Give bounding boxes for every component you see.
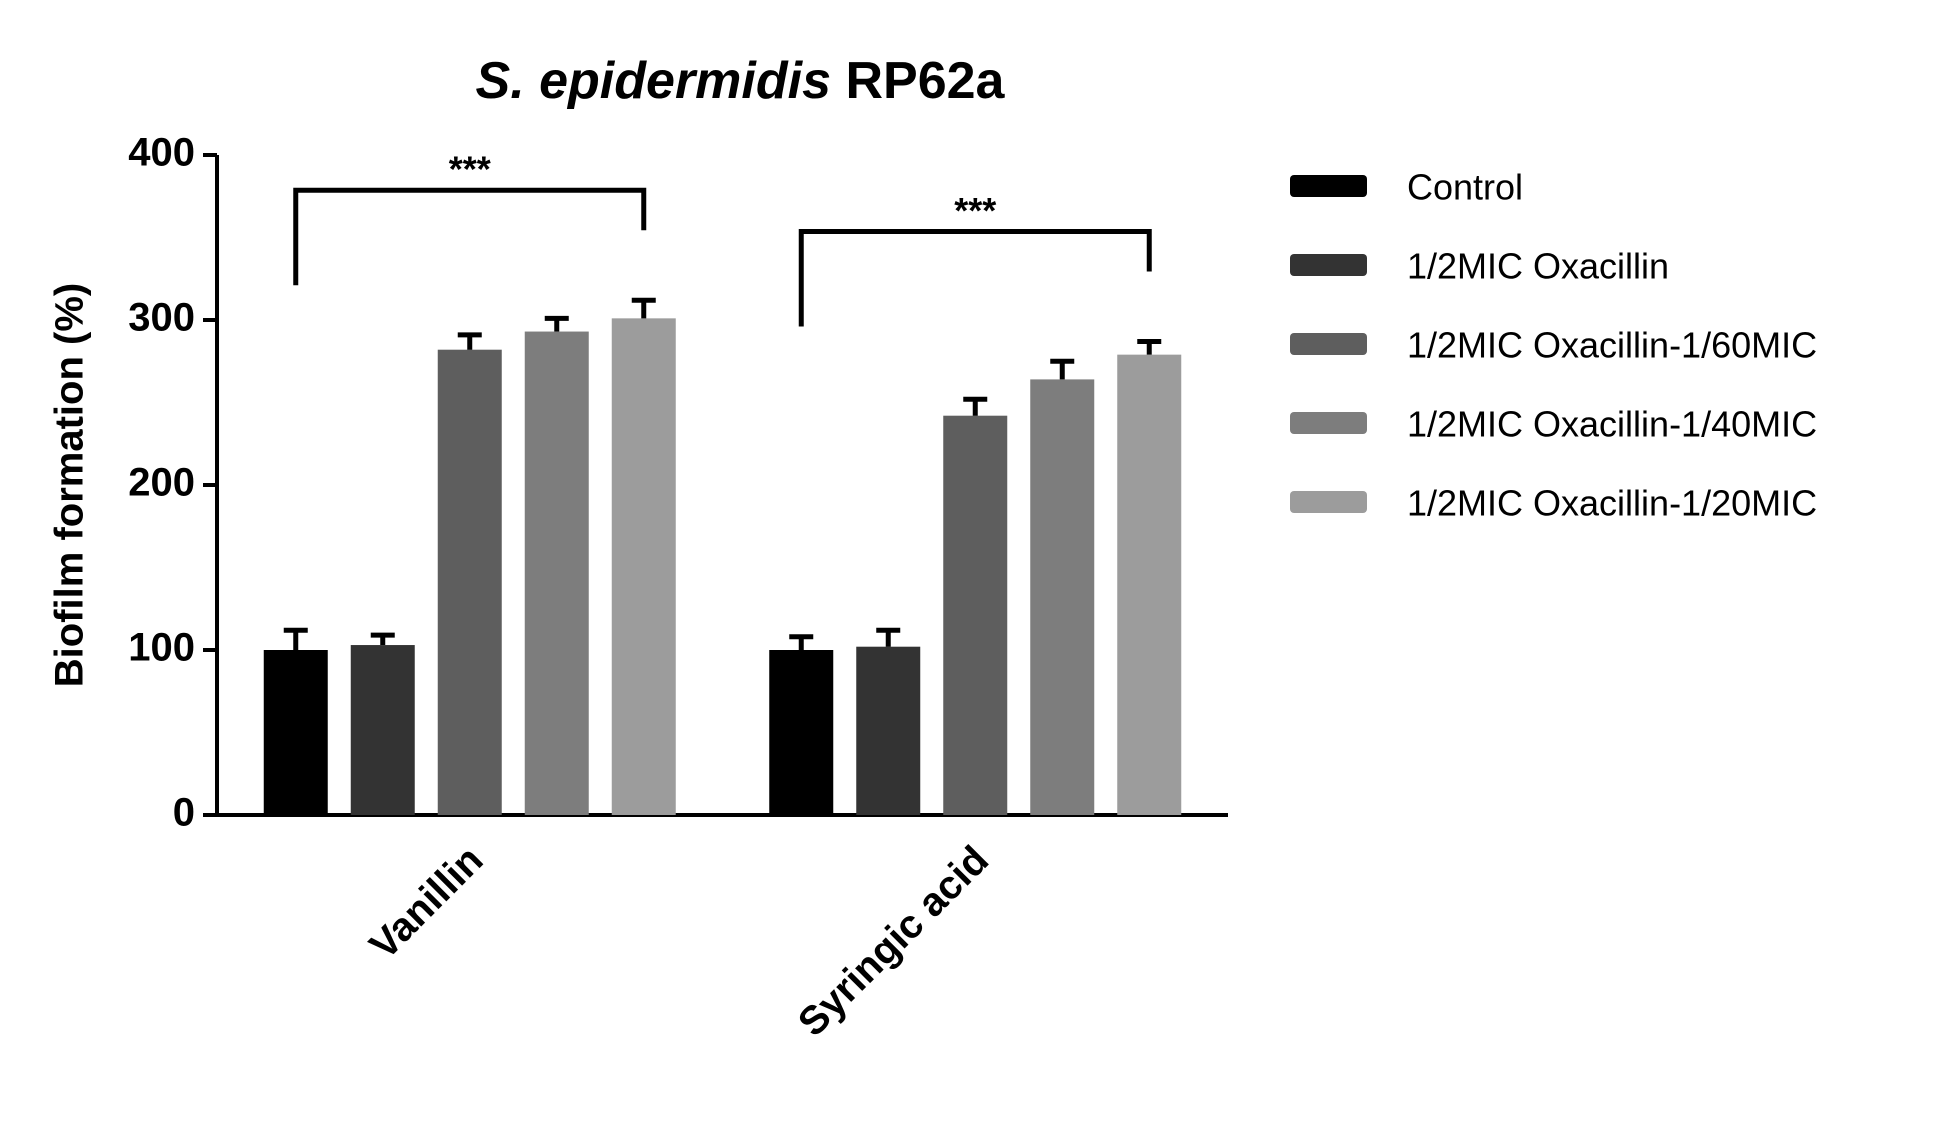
significance-bracket bbox=[798, 228, 1152, 327]
bar bbox=[263, 650, 328, 815]
legend-label: 1/2MIC Oxacillin-1/40MIC bbox=[1407, 404, 1817, 445]
bar bbox=[350, 645, 415, 815]
error-bar bbox=[1050, 358, 1075, 380]
title-strain: RP62a bbox=[845, 52, 1005, 110]
error-bar bbox=[544, 315, 569, 332]
significance-label: *** bbox=[449, 149, 491, 190]
x-tick-label: Syringic acid bbox=[790, 838, 997, 1045]
bar bbox=[856, 646, 921, 815]
error-bar bbox=[963, 396, 988, 416]
y-tick-label: 0 bbox=[173, 791, 195, 835]
significance-bracket bbox=[293, 187, 647, 286]
bar bbox=[524, 331, 589, 815]
y-tick-label: 200 bbox=[128, 461, 195, 505]
significance-label: *** bbox=[954, 190, 996, 231]
legend-swatch bbox=[1290, 412, 1367, 434]
legend-label: 1/2MIC Oxacillin-1/60MIC bbox=[1407, 325, 1817, 366]
bar bbox=[1030, 379, 1095, 815]
error-bar bbox=[370, 632, 395, 646]
x-tick-label: Vanillin bbox=[361, 838, 491, 968]
legend-swatch bbox=[1290, 491, 1367, 513]
chart-title: S. epidermidis RP62a bbox=[476, 52, 1006, 110]
legend-label: Control bbox=[1407, 167, 1523, 208]
y-tick-label: 100 bbox=[128, 626, 195, 670]
error-bar bbox=[1137, 338, 1162, 355]
legend-label: 1/2MIC Oxacillin-1/20MIC bbox=[1407, 483, 1817, 524]
error-bar bbox=[789, 634, 814, 650]
error-bar bbox=[283, 627, 308, 650]
error-bar bbox=[457, 332, 482, 350]
bar bbox=[611, 318, 676, 815]
legend-swatch bbox=[1290, 175, 1367, 197]
legend-swatch bbox=[1290, 333, 1367, 355]
bar bbox=[437, 349, 502, 815]
bar bbox=[943, 415, 1008, 815]
y-tick-label: 400 bbox=[128, 131, 195, 175]
y-tick-label: 300 bbox=[128, 296, 195, 340]
y-axis-label: Biofilm formation (%) bbox=[48, 283, 92, 687]
title-species: S. epidermidis bbox=[476, 52, 831, 110]
legend-label: 1/2MIC Oxacillin bbox=[1407, 246, 1669, 287]
error-bar bbox=[876, 627, 901, 647]
legend-swatch bbox=[1290, 254, 1367, 276]
error-bar bbox=[631, 297, 656, 319]
bar bbox=[769, 650, 834, 815]
bar bbox=[1117, 354, 1182, 815]
